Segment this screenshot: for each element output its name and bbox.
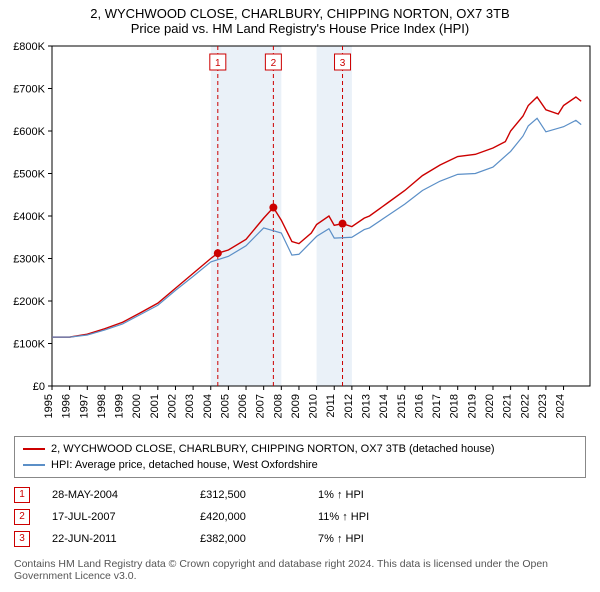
legend-label-property: 2, WYCHWOOD CLOSE, CHARLBURY, CHIPPING N… (51, 443, 495, 455)
legend-label-hpi: HPI: Average price, detached house, West… (51, 459, 318, 471)
legend-item-hpi: HPI: Average price, detached house, West… (23, 457, 577, 473)
svg-text:2005: 2005 (219, 394, 231, 418)
svg-text:2018: 2018 (449, 394, 461, 418)
svg-text:2001: 2001 (149, 394, 161, 418)
footer-attribution: Contains HM Land Registry data © Crown c… (14, 558, 586, 582)
legend-swatch-property (23, 448, 45, 450)
event-marker-icon: 2 (14, 509, 30, 525)
event-price: £420,000 (200, 511, 300, 523)
legend-box: 2, WYCHWOOD CLOSE, CHARLBURY, CHIPPING N… (14, 436, 586, 478)
event-marker-icon: 3 (14, 531, 30, 547)
svg-text:2024: 2024 (555, 394, 567, 418)
svg-text:2013: 2013 (361, 394, 373, 418)
event-delta: 1% ↑ HPI (318, 489, 438, 501)
svg-text:1996: 1996 (61, 394, 73, 418)
event-price: £312,500 (200, 489, 300, 501)
event-marker-icon: 1 (14, 487, 30, 503)
svg-text:2019: 2019 (466, 394, 478, 418)
svg-text:£200K: £200K (13, 296, 45, 308)
event-date: 22-JUN-2011 (52, 533, 182, 545)
svg-text:1999: 1999 (114, 394, 126, 418)
svg-text:2007: 2007 (255, 394, 267, 418)
svg-text:2016: 2016 (413, 394, 425, 418)
svg-text:£500K: £500K (13, 169, 45, 181)
svg-text:2022: 2022 (519, 394, 531, 418)
svg-text:2008: 2008 (272, 394, 284, 418)
svg-text:£300K: £300K (13, 254, 45, 266)
svg-text:2006: 2006 (237, 394, 249, 418)
event-date: 28-MAY-2004 (52, 489, 182, 501)
svg-text:2010: 2010 (308, 394, 320, 418)
svg-text:2011: 2011 (325, 394, 337, 418)
event-date: 17-JUL-2007 (52, 511, 182, 523)
svg-text:1: 1 (215, 58, 221, 69)
svg-text:£600K: £600K (13, 126, 45, 138)
svg-text:2021: 2021 (502, 394, 514, 418)
chart-title-line1: 2, WYCHWOOD CLOSE, CHARLBURY, CHIPPING N… (0, 0, 600, 21)
event-row: 2 17-JUL-2007 £420,000 11% ↑ HPI (14, 506, 586, 528)
legend-item-property: 2, WYCHWOOD CLOSE, CHARLBURY, CHIPPING N… (23, 441, 577, 457)
event-row: 1 28-MAY-2004 £312,500 1% ↑ HPI (14, 484, 586, 506)
svg-text:£0: £0 (33, 381, 45, 393)
svg-text:2015: 2015 (396, 394, 408, 418)
svg-text:2003: 2003 (184, 394, 196, 418)
event-price: £382,000 (200, 533, 300, 545)
svg-text:£400K: £400K (13, 211, 45, 223)
svg-text:2014: 2014 (378, 394, 390, 418)
svg-text:2002: 2002 (166, 394, 178, 418)
svg-text:1995: 1995 (43, 394, 55, 418)
svg-text:2004: 2004 (202, 394, 214, 418)
svg-text:£800K: £800K (13, 41, 45, 53)
event-delta: 11% ↑ HPI (318, 511, 438, 523)
svg-text:2000: 2000 (131, 394, 143, 418)
events-table: 1 28-MAY-2004 £312,500 1% ↑ HPI 2 17-JUL… (14, 484, 586, 550)
svg-text:2020: 2020 (484, 394, 496, 418)
event-row: 3 22-JUN-2011 £382,000 7% ↑ HPI (14, 528, 586, 550)
svg-text:2012: 2012 (343, 394, 355, 418)
svg-text:£700K: £700K (13, 84, 45, 96)
svg-text:1997: 1997 (78, 394, 90, 418)
svg-text:2009: 2009 (290, 394, 302, 418)
svg-text:2023: 2023 (537, 394, 549, 418)
svg-text:2017: 2017 (431, 394, 443, 418)
svg-text:£100K: £100K (13, 339, 45, 351)
chart-title-line2: Price paid vs. HM Land Registry's House … (0, 21, 600, 40)
svg-text:2: 2 (271, 58, 277, 69)
event-delta: 7% ↑ HPI (318, 533, 438, 545)
legend-swatch-hpi (23, 464, 45, 466)
svg-text:1998: 1998 (96, 394, 108, 418)
line-chart: £0 £100K £200K £300K £400K £500K £600K £700K £80… (0, 40, 600, 430)
chart-svg: £0 £100K £200K £300K £400K £500K £600K £700K £80… (0, 40, 600, 430)
svg-text:3: 3 (340, 58, 346, 69)
